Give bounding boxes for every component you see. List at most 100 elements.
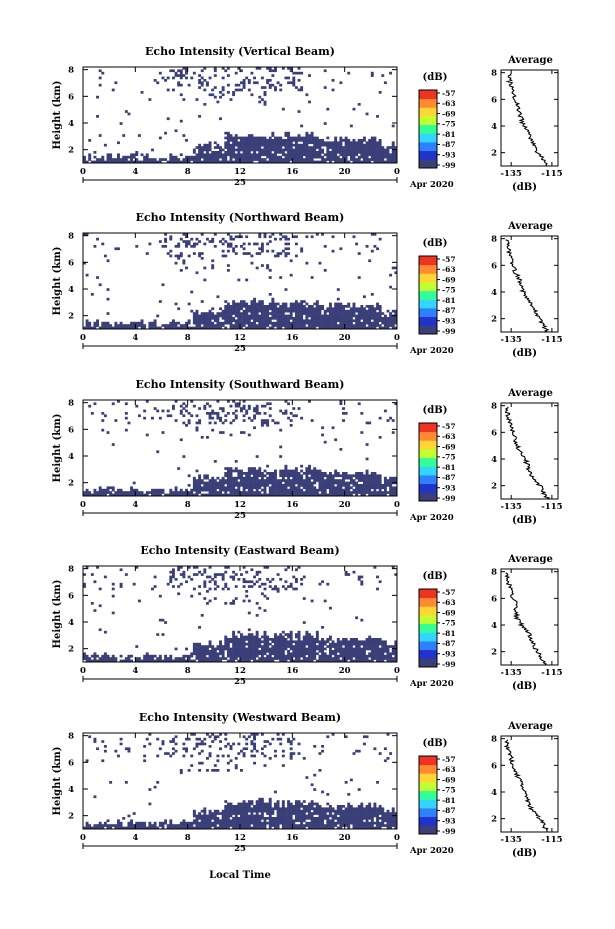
echo-cell	[213, 817, 217, 820]
echo-cell	[313, 469, 317, 473]
echo-cell	[376, 638, 379, 641]
echo-cell	[276, 326, 280, 330]
echo-cell	[336, 151, 340, 154]
echo-cell	[242, 160, 246, 164]
echo-cell	[268, 642, 272, 646]
echo-cell	[242, 817, 246, 820]
echo-cell	[90, 326, 94, 330]
echo-cell	[187, 158, 191, 161]
echo-cell	[234, 404, 238, 408]
echo-cell	[284, 160, 288, 164]
echo-cell	[292, 474, 296, 478]
echo-cell	[216, 585, 220, 588]
echo-cell	[171, 659, 175, 663]
echo-cell	[156, 737, 160, 741]
echo-cell	[381, 312, 385, 315]
echo-cell	[336, 297, 340, 301]
echo-cell	[394, 326, 398, 330]
echo-cell	[98, 160, 102, 164]
echo-cell	[250, 309, 254, 313]
echo-cell	[234, 657, 238, 660]
echo-cell	[274, 143, 277, 147]
echo-cell	[281, 652, 285, 656]
echo-cell	[334, 305, 338, 308]
echo-cell	[137, 324, 141, 327]
echo-cell	[347, 143, 351, 147]
echo-cell	[258, 151, 262, 154]
echo-cell	[153, 575, 157, 579]
echo-cell	[219, 431, 222, 434]
echo-cell	[192, 821, 196, 825]
echo-cell	[98, 587, 102, 591]
echo-cell	[383, 654, 387, 658]
echo-cell	[376, 486, 379, 490]
echo-cell	[242, 652, 246, 656]
echo-cell	[300, 71, 304, 75]
echo-cell	[365, 321, 369, 325]
echo-cell	[221, 645, 225, 648]
echo-cell	[247, 821, 251, 825]
echo-cell	[394, 650, 398, 653]
echo-cell	[381, 642, 385, 646]
echo-cell	[253, 733, 256, 736]
echo-cell	[255, 305, 259, 308]
echo-cell	[263, 151, 267, 154]
echo-cell	[263, 740, 267, 743]
echo-cell	[185, 488, 188, 492]
echo-cell	[232, 146, 236, 149]
echo-cell	[258, 160, 262, 164]
echo-cell	[289, 326, 293, 330]
echo-cell	[274, 585, 277, 588]
echo-cell	[318, 469, 322, 473]
echo-cell	[365, 657, 369, 660]
echo-cell	[339, 642, 343, 646]
echo-cell	[389, 645, 393, 648]
echo-cell	[334, 654, 338, 658]
echo-cell	[255, 474, 259, 478]
echo-cell	[106, 324, 110, 327]
echo-cell	[391, 155, 395, 159]
echo-cell	[347, 650, 351, 653]
echo-cell	[383, 481, 387, 485]
echo-cell	[349, 319, 353, 323]
echo-cell	[224, 414, 228, 418]
echo-cell	[137, 493, 141, 497]
echo-cell	[284, 659, 288, 663]
echo-cell	[308, 321, 311, 325]
echo-cell	[195, 155, 199, 159]
echo-cell	[349, 493, 353, 497]
echo-cell	[247, 635, 251, 639]
echo-cell	[339, 484, 343, 487]
echo-cell	[297, 635, 301, 639]
echo-cell	[229, 314, 233, 318]
echo-cell	[260, 302, 264, 306]
echo-cell	[284, 474, 288, 478]
echo-cell	[226, 652, 230, 656]
echo-cell	[240, 305, 243, 308]
echo-cell	[229, 153, 233, 157]
echo-cell	[328, 317, 332, 320]
echo-cell	[294, 647, 298, 651]
echo-cell	[171, 491, 175, 494]
echo-cell	[255, 800, 259, 803]
echo-cell	[187, 575, 191, 579]
echo-cell	[271, 307, 275, 311]
echo-cell	[195, 657, 199, 660]
echo-cell	[357, 654, 361, 658]
echo-cell	[205, 160, 209, 164]
echo-cell	[187, 83, 191, 87]
echo-cell	[300, 464, 304, 468]
echo-cell	[198, 821, 202, 825]
echo-cell	[274, 474, 277, 478]
echo-cell	[331, 486, 335, 490]
echo-cell	[145, 659, 149, 663]
echo-cell	[103, 654, 107, 658]
echo-cell	[187, 769, 191, 772]
echo-cell	[174, 493, 178, 497]
echo-cell	[328, 486, 332, 490]
echo-cell	[260, 151, 264, 154]
echo-cell	[266, 314, 270, 318]
echo-cell	[281, 493, 285, 497]
echo-cell	[292, 139, 296, 142]
